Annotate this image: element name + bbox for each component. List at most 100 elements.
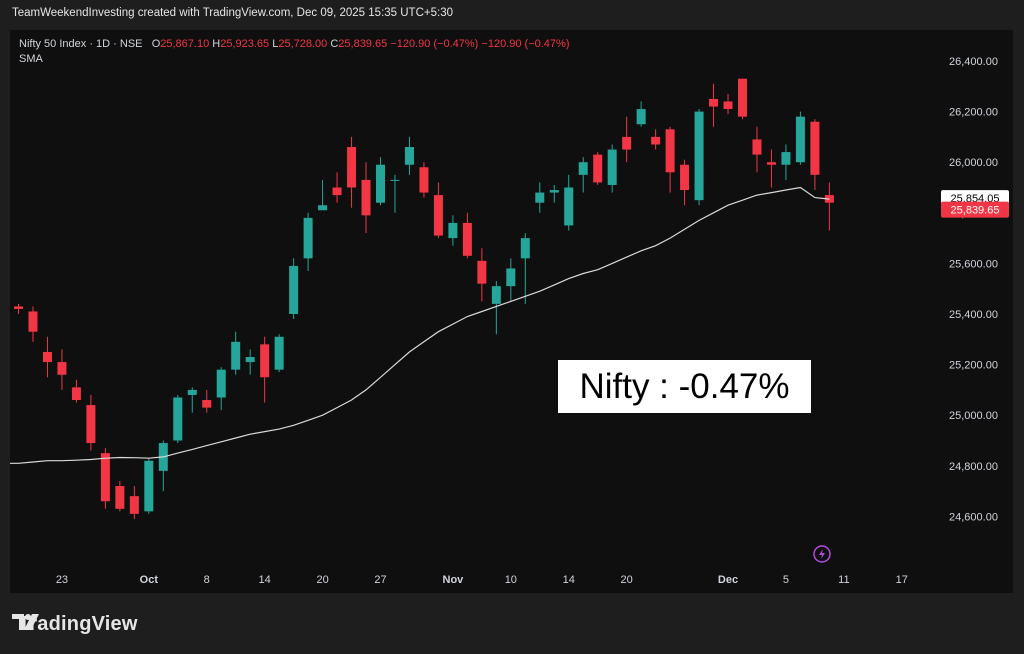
chart-panel[interactable]: 26,400.0026,200.0026,000.0025,800.0025,6… [10, 30, 1013, 593]
candle [158, 440, 168, 492]
high-label: H [212, 38, 221, 50]
candle [289, 258, 299, 320]
candle [491, 281, 501, 335]
candle-body [578, 162, 588, 175]
candle-body [57, 362, 67, 375]
low-label: L [272, 38, 279, 50]
candle [723, 93, 733, 115]
candle [173, 394, 183, 444]
annotation-box: Nifty : -0.47% [558, 360, 811, 413]
candle-body [506, 268, 516, 287]
tradingview-logo-text: TradingView [18, 612, 138, 635]
candle [318, 179, 328, 211]
change-value: −120.90 (−0.47%) [390, 38, 479, 50]
close-price-label: 25,839.65 [941, 201, 1009, 218]
close-label: C [330, 38, 339, 50]
candle-body [115, 486, 125, 509]
candle [86, 394, 96, 451]
x-tick-label: Nov [443, 574, 465, 586]
candle [129, 486, 139, 519]
low-value: 25,728.00 [278, 38, 328, 50]
candle [57, 349, 67, 390]
y-tick-label: 26,000.00 [949, 157, 998, 169]
candle-body [231, 341, 241, 370]
attribution-text: TeamWeekendInvesting created with Tradin… [12, 7, 453, 19]
lightning-icon[interactable] [813, 545, 831, 563]
candle [535, 182, 545, 213]
candle-body [607, 149, 617, 185]
y-tick-label: 24,800.00 [949, 461, 998, 473]
candle-body [752, 139, 762, 155]
close-price-label-bg [941, 201, 1009, 218]
y-tick-label: 25,200.00 [949, 360, 998, 372]
candle [231, 331, 241, 375]
y-tick-label: 24,600.00 [949, 511, 998, 523]
candle [419, 162, 429, 198]
candle-body [404, 147, 414, 165]
candle [694, 109, 704, 206]
candle-body [318, 205, 328, 211]
x-tick-label: 20 [621, 574, 633, 586]
price-chart[interactable]: 26,400.0026,200.0026,000.0025,800.0025,6… [10, 30, 1013, 593]
x-tick-label: 17 [896, 574, 908, 586]
candle-body [448, 222, 458, 239]
open-label: O [151, 38, 161, 50]
candle-body [709, 98, 719, 107]
candle-body [390, 179, 400, 181]
candle [274, 334, 284, 373]
candle-body [680, 164, 690, 191]
y-tick-label: 25,600.00 [949, 258, 998, 270]
candle [202, 389, 212, 413]
candle-body [202, 400, 212, 408]
tradingview-logo-icon [12, 614, 39, 630]
close-value: 25,839.65 [338, 38, 388, 50]
close-price-label-text: 25,839.65 [951, 205, 1000, 217]
candle-body [462, 222, 472, 256]
candle [144, 458, 154, 514]
candle-body [347, 147, 357, 188]
time-axis: 23 Oct 8 14 20 27 Nov 10 14 20 Dec 5 11 17 [56, 574, 908, 586]
candle [332, 172, 342, 203]
candle-body [100, 453, 110, 502]
x-tick-label: 10 [505, 574, 517, 586]
candle [520, 233, 530, 304]
candle [752, 126, 762, 173]
branding[interactable]: TradingView [12, 612, 138, 636]
candle [738, 78, 747, 120]
x-tick-label: 23 [56, 574, 68, 586]
candle [824, 182, 834, 231]
sma-line [10, 186, 830, 464]
symbol-name: Nifty 50 Index · 1D · NSE [19, 38, 143, 50]
candle [115, 480, 125, 512]
candle [14, 303, 23, 314]
candle-body [71, 387, 81, 401]
candle [187, 387, 197, 413]
candle-body [622, 136, 632, 150]
candle-body [781, 152, 791, 165]
candle-body [303, 217, 313, 259]
high-value: 25,923.65 [220, 38, 270, 50]
candle [390, 174, 400, 213]
candle [303, 212, 313, 271]
candle-body [433, 195, 443, 236]
candle-body [274, 336, 284, 370]
candle-body [738, 78, 747, 117]
indicator-legend[interactable]: SMA [19, 53, 43, 65]
candle-body [694, 111, 704, 201]
sma-layer [10, 186, 830, 464]
candle-body [593, 154, 603, 183]
candle [795, 111, 805, 165]
candle-body [86, 405, 96, 444]
candle [433, 182, 443, 239]
candle-body [723, 101, 733, 110]
candle-body [144, 460, 154, 512]
x-tick-label: Dec [718, 574, 738, 586]
candle [810, 119, 820, 191]
candle [462, 212, 472, 259]
candle-body [260, 344, 270, 378]
y-tick-label: 25,400.00 [949, 309, 998, 321]
candle-body [636, 109, 646, 125]
candle [665, 126, 675, 193]
candle [361, 162, 371, 234]
